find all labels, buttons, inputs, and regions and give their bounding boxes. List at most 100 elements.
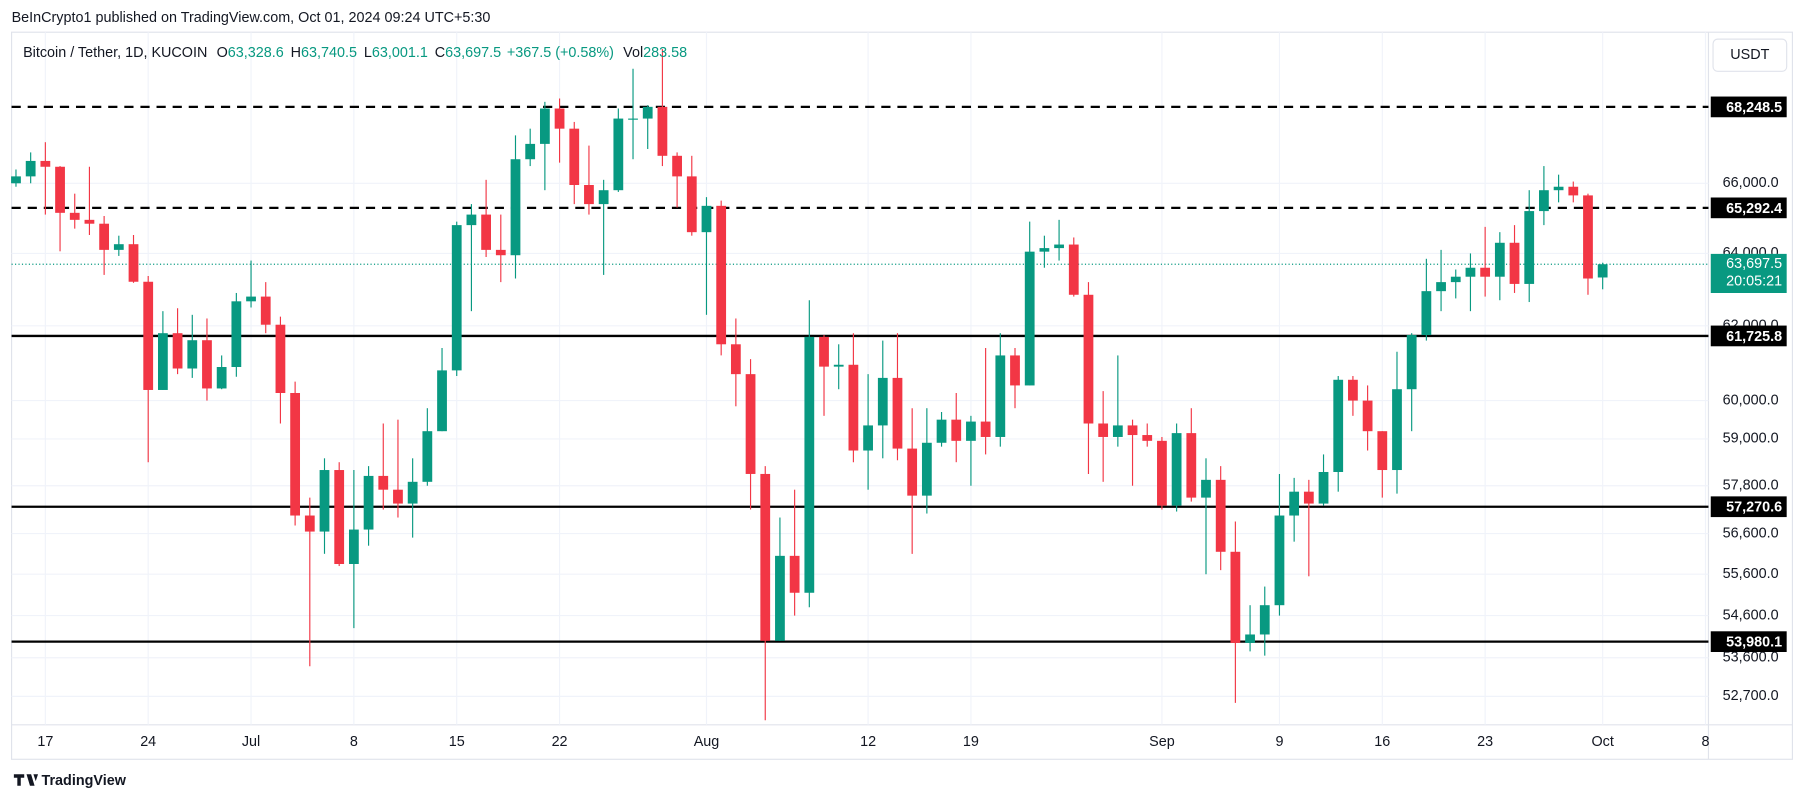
candle-body bbox=[1333, 379, 1344, 472]
candle-body bbox=[1362, 400, 1373, 432]
candle-body bbox=[657, 106, 668, 156]
candle-body bbox=[1465, 267, 1476, 277]
candle-body bbox=[951, 419, 962, 441]
candle-body bbox=[995, 355, 1006, 437]
legend-symbol: Bitcoin / Tether, 1D, KUCOIN bbox=[23, 45, 207, 61]
level-label-box bbox=[1710, 325, 1787, 347]
countdown: 20:05:21 bbox=[1726, 273, 1782, 289]
candle-body bbox=[848, 364, 859, 451]
candle-body bbox=[1024, 251, 1035, 386]
candle-body bbox=[877, 377, 888, 426]
candle-body bbox=[1186, 433, 1197, 498]
candle-body bbox=[1553, 186, 1564, 191]
legend-change: +367.5 (+0.58%) bbox=[507, 45, 614, 61]
candle-body bbox=[1010, 355, 1020, 386]
candle-body bbox=[40, 160, 51, 167]
legend-key: O bbox=[217, 45, 228, 61]
last-price-label: 63,697.5 bbox=[1726, 256, 1782, 272]
price-labels: 68,248.5 65,292.4 61,725.8 57,270.6 53,980.1… bbox=[1710, 96, 1787, 652]
legend-value: 63,328.6 bbox=[228, 45, 284, 61]
candle-body bbox=[481, 214, 491, 250]
candle-body bbox=[1201, 479, 1211, 498]
candle-body bbox=[1524, 211, 1535, 284]
candle-body bbox=[1494, 242, 1505, 277]
candle-body bbox=[187, 340, 198, 369]
candle-body bbox=[921, 442, 932, 496]
candle-body bbox=[1289, 491, 1300, 516]
level-label: 65,292.4 bbox=[1726, 201, 1782, 217]
chart-frame bbox=[10, 31, 1794, 760]
level-label-box bbox=[1710, 631, 1787, 652]
candle-body bbox=[334, 470, 345, 565]
last-price-box bbox=[1710, 253, 1787, 293]
candle-body bbox=[319, 470, 330, 532]
x-tick-label: 23 bbox=[1477, 734, 1493, 750]
candle-body bbox=[613, 118, 624, 191]
legend-value: 63,740.5 bbox=[301, 45, 357, 61]
x-tick-label: Oct bbox=[1591, 734, 1613, 750]
candle-body bbox=[1421, 291, 1432, 336]
candle-body bbox=[980, 421, 991, 437]
header: BeInCrypto1 published on TradingView.com… bbox=[12, 10, 491, 26]
candle-body bbox=[819, 336, 829, 367]
candle-body bbox=[1597, 264, 1608, 278]
candle-body bbox=[598, 190, 609, 205]
candle-body bbox=[1377, 431, 1388, 471]
footer: TradingView bbox=[41, 773, 126, 789]
candle-body bbox=[1098, 423, 1109, 437]
candle-body bbox=[1392, 389, 1402, 471]
x-tick-label: 12 bbox=[860, 734, 876, 750]
candle-body bbox=[1318, 471, 1329, 504]
candle-body bbox=[1054, 244, 1064, 249]
candle-body bbox=[466, 214, 477, 226]
level-label-box bbox=[1710, 496, 1787, 518]
y-tick-label: 57,800.0 bbox=[1723, 478, 1779, 494]
candle-body bbox=[833, 364, 844, 367]
y-tick-label: 66,000.0 bbox=[1723, 175, 1779, 191]
logo-mark bbox=[13, 774, 39, 786]
candle-body bbox=[745, 374, 756, 474]
candle-body bbox=[172, 333, 183, 369]
level-label: 61,725.8 bbox=[1726, 329, 1782, 345]
candle-body bbox=[1274, 515, 1285, 606]
candle-body bbox=[1480, 267, 1491, 277]
candle-body bbox=[113, 244, 124, 250]
candle-body bbox=[290, 392, 301, 516]
candle-body bbox=[1303, 491, 1314, 504]
candle-body bbox=[1259, 605, 1270, 635]
candle-body bbox=[1583, 195, 1593, 279]
candle-body bbox=[1083, 294, 1094, 424]
candle-body bbox=[495, 249, 506, 256]
y-tick-label: 56,600.0 bbox=[1723, 525, 1779, 541]
candle-body bbox=[260, 296, 271, 325]
x-tick-label: Aug bbox=[694, 734, 720, 750]
candle-body bbox=[1127, 425, 1138, 436]
candle-body bbox=[1348, 379, 1358, 401]
x-tick-label: 9 bbox=[1275, 734, 1283, 750]
candle-body bbox=[936, 419, 947, 443]
candle-body bbox=[11, 176, 21, 184]
candle-body bbox=[304, 515, 315, 532]
y-tick-label: 52,700.0 bbox=[1723, 688, 1779, 704]
x-tick-label: 24 bbox=[140, 734, 156, 750]
candle-body bbox=[539, 108, 550, 144]
level-label: 68,248.5 bbox=[1726, 100, 1782, 116]
x-tick-label: 19 bbox=[963, 734, 979, 750]
candle-body bbox=[775, 555, 785, 641]
x-tick-label: 8 bbox=[1702, 734, 1710, 750]
x-tick-label: Jul bbox=[242, 734, 260, 750]
candle-body bbox=[143, 281, 154, 390]
candle-body bbox=[584, 185, 594, 205]
legend-value: 63,697.5 bbox=[445, 45, 501, 61]
candle-body bbox=[1230, 551, 1241, 643]
candle-body bbox=[525, 143, 536, 160]
level-label-box bbox=[1710, 96, 1787, 118]
candle-body bbox=[202, 340, 212, 389]
candle-body bbox=[99, 223, 110, 250]
candle-body bbox=[378, 475, 389, 490]
legend-value: 63,001.1 bbox=[372, 45, 428, 61]
y-tick-label: 59,000.0 bbox=[1723, 431, 1779, 447]
candle-body bbox=[642, 106, 653, 119]
candle-body bbox=[686, 176, 697, 233]
currency-button[interactable] bbox=[1712, 38, 1788, 72]
